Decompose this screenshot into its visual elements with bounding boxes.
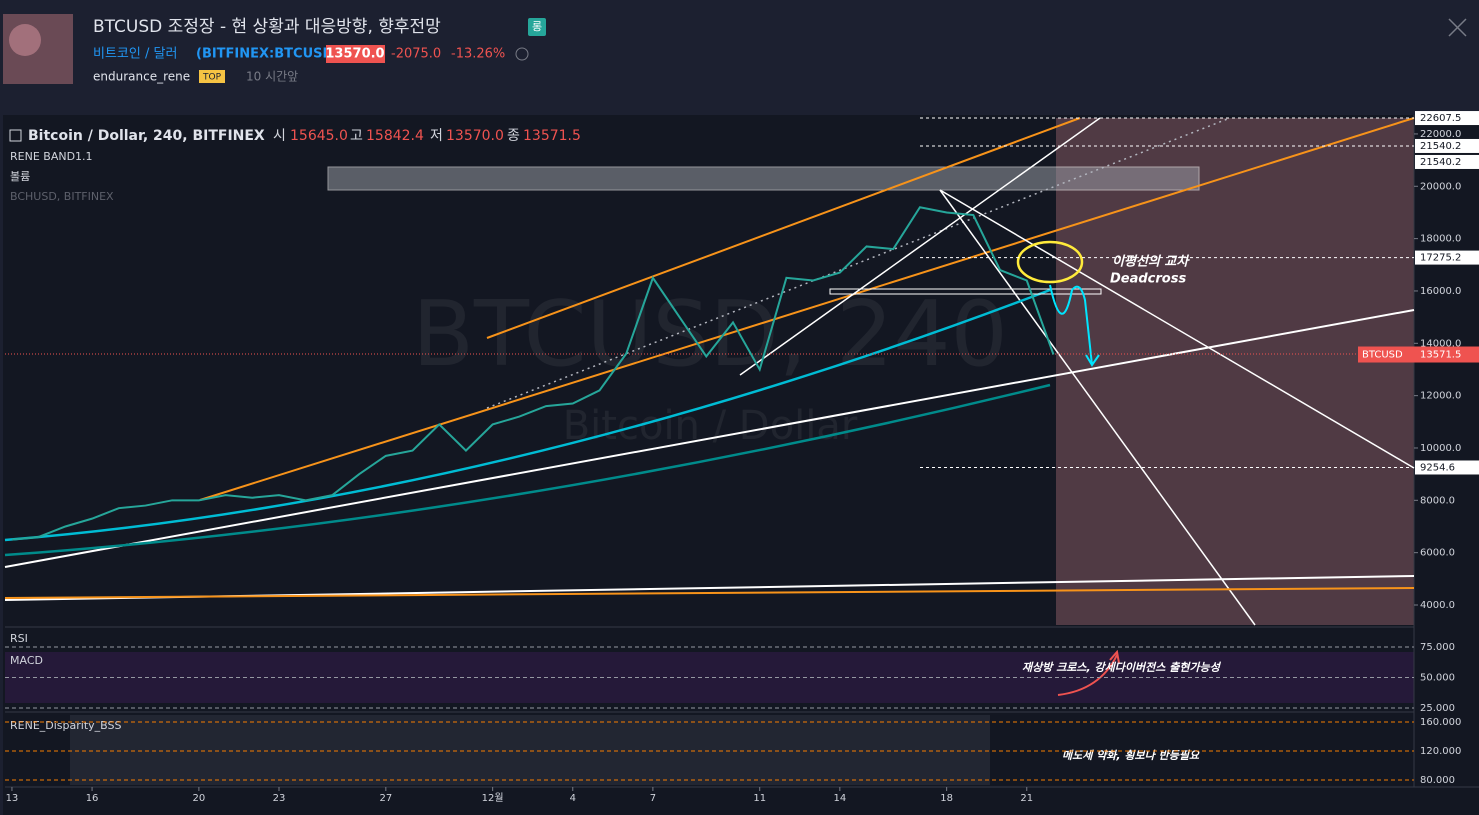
y-tick-label: 6000.0	[1420, 548, 1455, 559]
indicator-label: RENE BAND1.1	[10, 150, 93, 163]
symbol-code[interactable]: (BITFINEX:BTCUSD)	[196, 47, 339, 62]
thumbnail-art	[9, 24, 41, 56]
price-tag-value: 13571.5	[1420, 350, 1461, 361]
author[interactable]: endurance_rene	[93, 70, 190, 84]
level-label: 22607.5	[1420, 113, 1461, 124]
price-tag	[1358, 346, 1479, 363]
forecast-arrow	[1049, 284, 1100, 367]
moving-average	[4, 288, 1051, 542]
y-tick-label: 4000.0	[1420, 600, 1455, 611]
level-tag	[1415, 154, 1479, 169]
level-label: 17275.2	[1420, 253, 1461, 264]
level-label: 21540.2	[1420, 141, 1461, 152]
x-tick-label: 11	[753, 793, 766, 804]
forecast-zone	[1056, 118, 1414, 625]
y-tick-label: 10000.0	[1420, 443, 1461, 454]
level-tag	[1415, 111, 1479, 126]
trend-line	[4, 309, 1415, 568]
pane-tick-label: 50.000	[1420, 672, 1455, 683]
ohlc-value: 13570.0	[446, 128, 504, 144]
highlight-circle	[1016, 240, 1084, 284]
trend-line	[939, 189, 1256, 626]
pane-label: MACD	[10, 654, 43, 667]
top-badge-bg	[199, 70, 225, 83]
trend-line	[199, 117, 1415, 501]
chart-title: Bitcoin / Dollar, 240, BITFINEX	[28, 128, 265, 144]
x-tick-label: 14	[833, 793, 846, 804]
moving-average	[4, 383, 1051, 557]
x-tick-label: 4	[570, 793, 576, 804]
level-tag	[1415, 460, 1479, 475]
ohlc-value: 15645.0	[290, 128, 348, 144]
ohlc-value: 15842.4	[366, 128, 424, 144]
level-label: 21540.2	[1420, 157, 1461, 168]
x-tick-label: 23	[273, 793, 286, 804]
pane-tick-label: 80.000	[1420, 775, 1455, 786]
box-drawing	[829, 288, 1102, 295]
close-button[interactable]	[1448, 18, 1467, 37]
collapse-icon[interactable]	[9, 129, 22, 142]
price-bg	[326, 45, 385, 63]
watermark: Bitcoin / Dollar	[563, 403, 858, 449]
divergence-arrow	[1057, 649, 1120, 696]
y-tick-label: 18000.0	[1420, 234, 1461, 245]
y-tick-label: 12000.0	[1420, 391, 1461, 402]
level-tag	[1415, 138, 1479, 153]
trend-line	[739, 117, 1101, 376]
y-tick-label: 20000.0	[1420, 181, 1461, 192]
pane-tick-label: 120.000	[1420, 746, 1461, 757]
idea-title: BTCUSD 조정장 - 현 상황과 대응방향, 향후전망	[93, 17, 441, 37]
box-drawing	[327, 166, 1200, 191]
ohlc-label: 종	[507, 128, 520, 144]
symbol-name[interactable]: 비트코인 / 달러	[93, 47, 177, 62]
pane-label: RENE_Disparity_BSS	[10, 719, 121, 732]
y-tick-label: 16000.0	[1420, 286, 1461, 297]
alarm-icon[interactable]	[515, 47, 529, 61]
trend-line	[4, 587, 1415, 599]
trend-line	[486, 117, 1081, 339]
watermark: BTCUSD, 240	[412, 282, 1008, 387]
y-tick-label: 22000.0	[1420, 129, 1461, 140]
time: 10 시간앞	[246, 70, 298, 84]
disparity-band	[70, 715, 990, 785]
x-tick-label: 18	[940, 793, 953, 804]
y-tick-label: 14000.0	[1420, 338, 1461, 349]
pane-tick-label: 25.000	[1420, 703, 1455, 714]
trend-line	[939, 189, 1415, 469]
indicator-label: BCHUSD, BITFINEX	[10, 190, 114, 203]
indicator-label: 볼륨	[10, 170, 30, 183]
badge-bg	[528, 18, 546, 36]
annotation: 메도세 약화, 횡보나 반등필요	[1062, 749, 1200, 762]
x-tick-label: 7	[650, 793, 656, 804]
x-tick-label: 20	[193, 793, 206, 804]
x-tick-label: 16	[86, 793, 99, 804]
y-tick-label: 8000.0	[1420, 495, 1455, 506]
ohlc-label: 시	[273, 128, 286, 144]
annotation: Deadcross	[1110, 272, 1186, 287]
annotation: 이평선의 교차	[1112, 254, 1190, 270]
top-badge: TOP	[202, 73, 222, 83]
price-tag-name: BTCUSD	[1362, 350, 1403, 361]
level-label: 9254.6	[1420, 462, 1455, 473]
pane-label: RSI	[10, 632, 28, 645]
change: -2075.0	[391, 47, 441, 62]
x-tick-label: 27	[379, 793, 392, 804]
x-tick-label: 12월	[482, 792, 504, 804]
price: 13570.0	[325, 47, 384, 62]
pane-tick-label: 75.000	[1420, 642, 1455, 653]
level-tag	[1415, 250, 1479, 265]
ohlc-value: 13571.5	[523, 128, 581, 144]
trend-line	[486, 117, 1231, 409]
annotation: 재상방 크로스, 강세다이버전스 출현가능성	[1022, 661, 1222, 674]
x-tick-label: 21	[1020, 793, 1033, 804]
ohlc-label: 저	[430, 128, 443, 144]
ohlc-label: 고	[350, 128, 363, 144]
x-tick-label: 13	[6, 793, 19, 804]
pane-tick-label: 160.000	[1420, 717, 1461, 728]
price-line	[11, 206, 1055, 541]
change-pct: -13.26%	[451, 47, 505, 62]
long-badge: 롱	[532, 20, 542, 33]
